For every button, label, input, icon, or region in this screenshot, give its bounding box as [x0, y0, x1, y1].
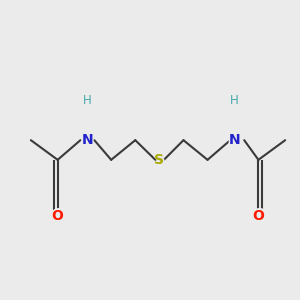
- Text: S: S: [153, 151, 166, 169]
- Text: O: O: [50, 207, 65, 225]
- Text: H: H: [228, 93, 241, 108]
- Text: N: N: [80, 131, 94, 149]
- Text: O: O: [253, 209, 264, 223]
- Text: O: O: [52, 209, 64, 223]
- Text: H: H: [80, 93, 94, 108]
- Text: H: H: [83, 94, 92, 107]
- Text: N: N: [81, 133, 93, 147]
- Text: S: S: [154, 153, 164, 167]
- Text: H: H: [230, 94, 239, 107]
- Text: N: N: [227, 131, 242, 149]
- Text: N: N: [229, 133, 240, 147]
- Text: O: O: [251, 207, 266, 225]
